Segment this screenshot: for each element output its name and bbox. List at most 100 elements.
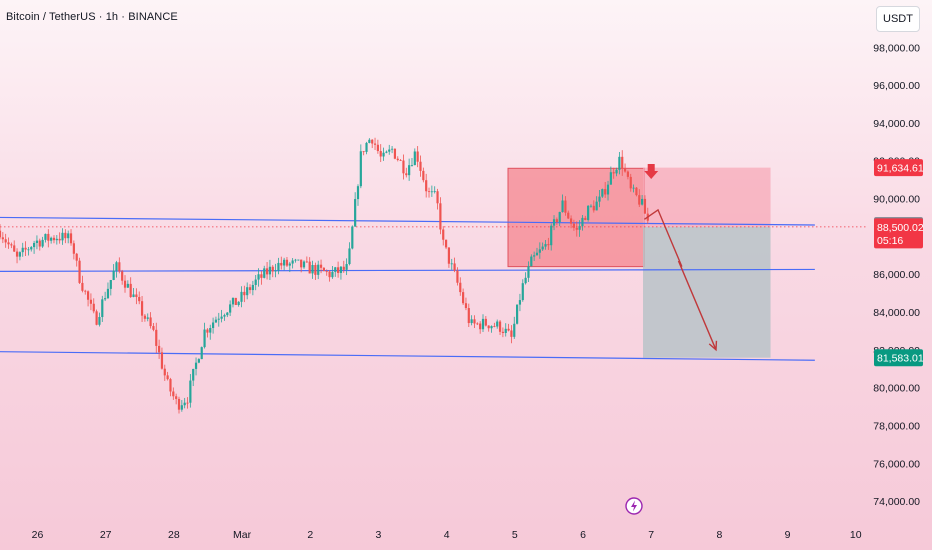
candle-body	[504, 328, 507, 333]
candle-body	[169, 379, 172, 392]
candle-body	[334, 267, 337, 272]
x-tick-label: 7	[648, 529, 654, 541]
candle-body	[175, 396, 178, 399]
candle-body	[342, 266, 345, 270]
candle-body	[453, 263, 456, 271]
candle-body	[641, 198, 644, 205]
candle-body	[498, 321, 502, 332]
candle-body	[496, 321, 499, 327]
candle-body	[30, 247, 33, 250]
candle-body	[15, 251, 19, 257]
candle-body	[598, 196, 601, 202]
candle-body	[317, 264, 320, 275]
candle-body	[419, 161, 422, 171]
candle-body	[527, 266, 530, 278]
candle-body	[265, 268, 269, 275]
candle-body	[314, 265, 317, 275]
x-tick-label: 8	[716, 529, 722, 541]
candle-body	[493, 326, 496, 327]
candle-body	[288, 263, 291, 266]
candle-body	[515, 304, 519, 324]
price-axis: 98,000.0096,000.0094,000.0092,000.0090,0…	[873, 42, 920, 508]
candle-body	[351, 226, 354, 249]
candle-body	[297, 259, 300, 261]
candle-body	[544, 244, 547, 247]
candle-body	[425, 180, 428, 192]
candle-body	[257, 274, 260, 280]
candle-body	[530, 256, 533, 267]
x-tick-label: 28	[168, 529, 180, 541]
symbol-title: Bitcoin / TetherUS · 1h · BINANCE	[6, 11, 178, 23]
candle-body	[121, 271, 124, 281]
candle-body	[456, 270, 459, 283]
candle-body	[442, 229, 445, 240]
candle-body	[163, 368, 166, 376]
y-tick-label: 94,000.00	[873, 118, 920, 130]
candle-body	[510, 330, 513, 337]
candle-body	[541, 246, 544, 250]
candle-body	[348, 248, 351, 265]
candle-body	[555, 219, 558, 223]
candle-body	[217, 318, 220, 320]
candle-body	[81, 282, 84, 291]
candle-body	[254, 279, 257, 285]
candle-body	[98, 317, 101, 325]
candle-body	[4, 239, 7, 243]
candle-body	[274, 270, 277, 272]
candle-body	[413, 151, 416, 166]
projection-drawings	[643, 164, 718, 352]
candle-body	[362, 151, 365, 153]
candle-body	[533, 255, 536, 257]
candle-body	[0, 230, 2, 238]
candle-body	[203, 329, 206, 348]
projection-arrowhead	[708, 340, 718, 352]
candle-body	[302, 261, 306, 268]
candle-body	[52, 237, 56, 241]
candle-body	[550, 225, 553, 246]
candle-body	[490, 326, 493, 329]
y-tick-label: 96,000.00	[873, 80, 920, 92]
candle-body	[251, 284, 254, 291]
price-tag-label: 91,634.61	[877, 163, 924, 175]
candle-body	[581, 217, 584, 227]
candle-body	[146, 317, 149, 319]
candle-body	[569, 218, 573, 224]
candle-body	[47, 233, 50, 241]
sell-zone-box	[507, 167, 645, 268]
candle-body	[18, 252, 21, 257]
candle-body	[129, 283, 132, 297]
trendline-3	[0, 351, 815, 361]
candle-body	[243, 291, 246, 296]
candle-body	[209, 328, 212, 333]
candlesticks	[0, 137, 649, 414]
candle-body	[271, 266, 274, 272]
candle-body	[464, 303, 468, 309]
candle-body	[561, 200, 564, 213]
trendline-1	[0, 216, 815, 226]
candle-body	[393, 148, 397, 159]
candle-body	[623, 168, 627, 172]
candle-body	[280, 262, 283, 266]
candle-body	[609, 172, 612, 185]
x-tick-label: 26	[32, 529, 44, 541]
candle-body	[155, 329, 158, 346]
candle-body	[44, 233, 47, 240]
candle-body	[223, 315, 226, 317]
lightning-icon[interactable]	[625, 497, 643, 515]
candle-body	[78, 260, 81, 283]
currency-button[interactable]: USDT	[876, 6, 920, 32]
candle-body	[55, 238, 58, 241]
candle-body	[158, 345, 161, 353]
candle-body	[595, 201, 598, 211]
candle-body	[132, 294, 135, 297]
y-tick-label: 78,000.00	[873, 420, 920, 432]
candle-body	[246, 287, 249, 296]
candle-body	[436, 191, 439, 204]
candle-body	[399, 159, 402, 161]
candle-body	[396, 158, 399, 160]
candle-body	[180, 405, 183, 410]
candle-body	[368, 139, 371, 143]
x-tick-label: 9	[785, 529, 791, 541]
candle-body	[462, 292, 465, 304]
